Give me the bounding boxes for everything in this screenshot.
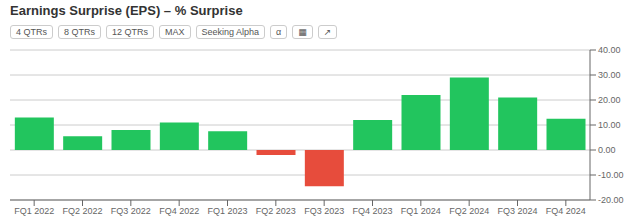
svg-text:40.00: 40.00 [598,45,621,55]
svg-text:FQ2 2024: FQ2 2024 [449,206,489,216]
svg-text:FQ4 2024: FQ4 2024 [546,206,586,216]
svg-text:FQ1 2024: FQ1 2024 [401,206,441,216]
svg-text:20.00: 20.00 [598,95,621,105]
svg-text:FQ1 2023: FQ1 2023 [207,206,247,216]
svg-text:FQ3 2022: FQ3 2022 [111,206,151,216]
html-text:4 QTRs: 4 QTRs [16,27,47,37]
svg-text:0.00: 0.00 [598,145,616,155]
svg-text:30.00: 30.00 [598,70,621,80]
svg-text:FQ2 2023: FQ2 2023 [256,206,296,216]
html-text:12 QTRs: 12 QTRs [112,27,148,37]
svg-text:10.00: 10.00 [598,120,621,130]
html-text:Earnings Surprise (EPS) – % Su: Earnings Surprise (EPS) – % Surprise [10,3,243,18]
svg-text:FQ4 2023: FQ4 2023 [352,206,392,216]
html-text:α: α [276,27,282,37]
svg-text:FQ2 2022: FQ2 2022 [62,206,102,216]
svg-text:-20.00: -20.00 [598,195,624,205]
svg-text:-10.00: -10.00 [598,170,624,180]
html-text:8 QTRs: 8 QTRs [64,27,95,37]
svg-text:FQ4 2022: FQ4 2022 [159,206,199,216]
svg-text:FQ1 2022: FQ1 2022 [14,206,54,216]
html-text:MAX: MAX [165,27,185,37]
html-text:Seeking Alpha: Seeking Alpha [201,27,260,37]
svg-text:FQ3 2023: FQ3 2023 [304,206,344,216]
svg-text:FQ3 2024: FQ3 2024 [497,206,537,216]
